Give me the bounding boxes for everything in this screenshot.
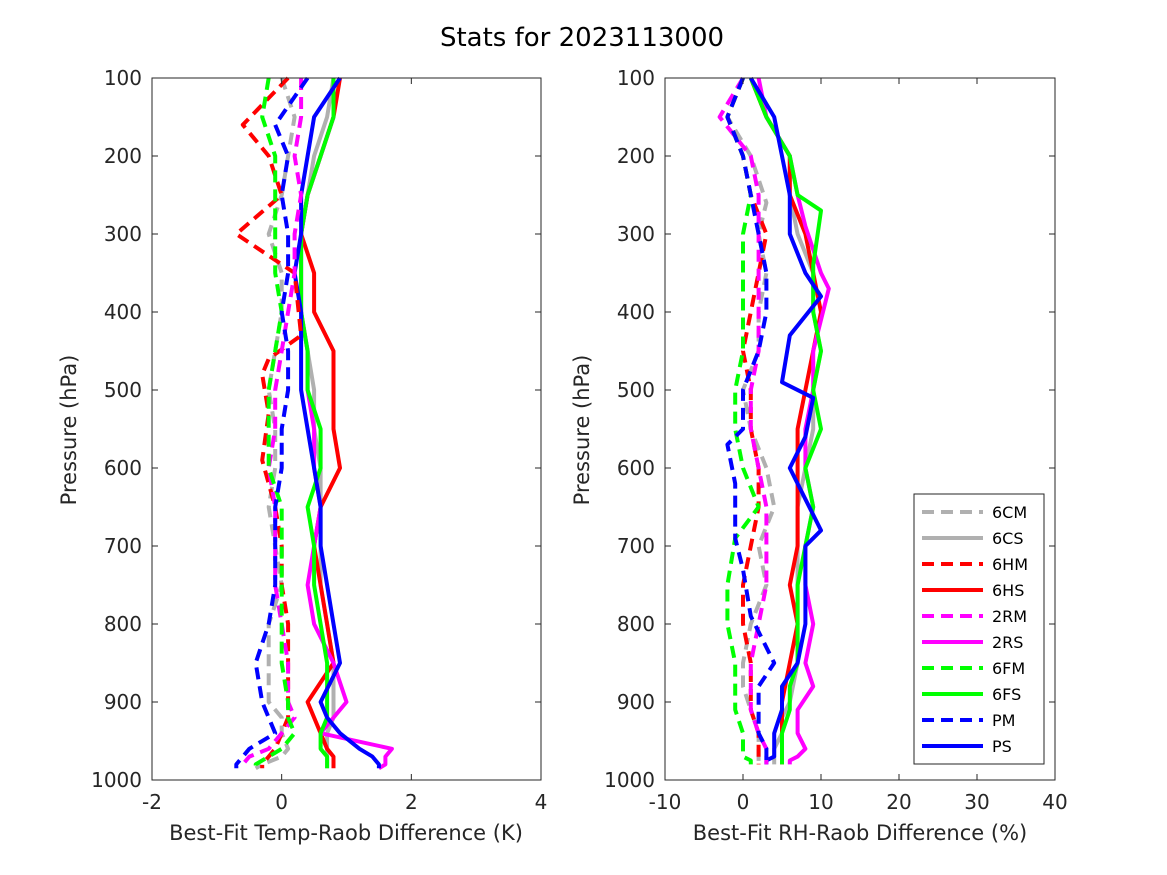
right-axes-box <box>664 77 1056 781</box>
legend-label-6cs: 6CS <box>992 529 1024 548</box>
legend-label-2rs: 2RS <box>992 633 1023 652</box>
right-x-tick-label: 10 <box>808 790 833 814</box>
left-series-6cm <box>254 77 297 771</box>
figure-title: Stats for 2023113000 <box>440 23 724 53</box>
left-series-6fm <box>253 77 297 769</box>
right-x-tick-label: 20 <box>886 790 911 814</box>
left-y-tick-label: 500 <box>104 378 142 402</box>
left-y-tick-label: 700 <box>104 534 142 558</box>
right-series-layer <box>717 76 831 765</box>
legend-label-6fs: 6FS <box>992 685 1021 704</box>
left-axes-box <box>151 77 542 781</box>
left-y-tick-label: 200 <box>104 144 142 168</box>
right-y-tick-label: 700 <box>617 534 655 558</box>
legend-label-6cm: 6CM <box>992 503 1027 522</box>
legend-label-ps: PS <box>992 737 1012 756</box>
left-x-tick-label: -2 <box>142 790 162 814</box>
legend-label-2rm: 2RM <box>992 607 1027 626</box>
left-y-tick-label: 600 <box>104 456 142 480</box>
legend-label-6hm: 6HM <box>992 555 1028 574</box>
right-x-tick-label: -10 <box>649 790 682 814</box>
right-y-axis-label: Pressure (hPa) <box>570 355 594 506</box>
left-x-axis-label: Best-Fit Temp-Raob Difference (K) <box>169 821 523 845</box>
legend-items: 6CM 6CS 6HM 6HS 2RM 2RS 6FM 6FS PM PS <box>922 503 1028 756</box>
left-y-tick-label: 400 <box>104 300 142 324</box>
right-y-tick-label: 500 <box>617 378 655 402</box>
left-axes-temp: -2 0 2 4 100 200 300 400 500 600 700 800 900 1000 Bes… <box>57 66 547 845</box>
right-x-axis-label: Best-Fit RH-Raob Difference (%) <box>693 821 1027 845</box>
right-y-tick-label: 600 <box>617 456 655 480</box>
left-y-tick-label: 900 <box>104 690 142 714</box>
left-y-tick-label: 300 <box>104 222 142 246</box>
right-y-tick-label: 400 <box>617 300 655 324</box>
legend-label-pm: PM <box>992 711 1015 730</box>
left-series-layer <box>234 76 394 771</box>
right-y-tick-label: 300 <box>617 222 655 246</box>
right-y-tick-label: 800 <box>617 612 655 636</box>
left-series-ps <box>292 76 381 769</box>
right-series-6fm <box>725 77 761 765</box>
right-axes-rh: -10 0 10 20 30 40 100 200 300 400 500 600 700 800 900 1… <box>570 66 1068 845</box>
left-ticks-layer: -2 0 2 4 100 200 300 400 500 600 700 800 900 1000 <box>91 66 547 814</box>
legend-box <box>913 493 1045 765</box>
left-plot-area <box>152 78 541 780</box>
left-y-axis-label: Pressure (hPa) <box>57 355 81 506</box>
left-series-2rm <box>240 78 304 769</box>
right-y-tick-label: 1000 <box>604 768 655 792</box>
left-y-tick-label: 100 <box>104 66 142 90</box>
left-y-tick-label: 1000 <box>91 768 142 792</box>
right-ticks-layer: -10 0 10 20 30 40 100 200 300 400 500 600 700 800 900 1… <box>604 66 1068 814</box>
left-x-tick-label: 2 <box>405 790 418 814</box>
right-y-tick-label: 200 <box>617 144 655 168</box>
left-series-6fs <box>299 78 336 769</box>
legend-label-6hs: 6HS <box>992 581 1024 600</box>
right-x-tick-label: 30 <box>964 790 989 814</box>
legend-label-6fm: 6FM <box>992 659 1025 678</box>
right-x-tick-label: 40 <box>1042 790 1067 814</box>
left-series-pm <box>234 76 310 769</box>
right-y-tick-label: 100 <box>617 66 655 90</box>
right-y-tick-label: 900 <box>617 690 655 714</box>
right-series-pm <box>725 77 777 765</box>
legend: 6CM 6CS 6HM 6HS 2RM 2RS 6FM 6FS PM PS <box>913 493 1045 765</box>
right-series-ps <box>749 76 823 765</box>
left-x-tick-label: 0 <box>275 790 288 814</box>
right-x-tick-label: 0 <box>737 790 750 814</box>
right-series-6fs <box>748 77 823 765</box>
left-x-tick-label: 4 <box>535 790 548 814</box>
left-y-tick-label: 800 <box>104 612 142 636</box>
